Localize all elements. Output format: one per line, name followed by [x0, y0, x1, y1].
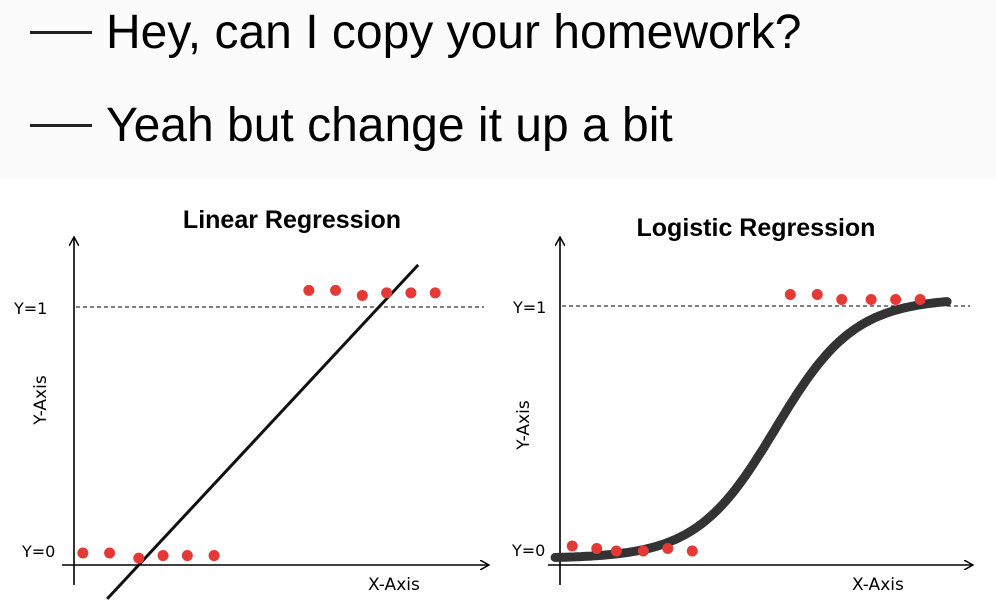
- regression-line: [106, 263, 420, 600]
- data-point: [356, 289, 368, 301]
- chart-title: Logistic Regression: [637, 214, 876, 242]
- data-point: [330, 284, 342, 296]
- tick-label-y1: Y=1: [512, 298, 546, 317]
- logistic-chart: Logistic Regression Y=1 Y=0 X-Axis Y-Axi…: [511, 214, 972, 595]
- chart-title: Linear Regression: [183, 206, 401, 234]
- data-point: [208, 550, 220, 562]
- data-point: [836, 294, 848, 306]
- data-point: [133, 552, 145, 564]
- data-point: [784, 289, 796, 301]
- data-point: [429, 287, 441, 299]
- data-point: [662, 543, 674, 555]
- data-point: [637, 545, 649, 557]
- y-axis-label: Y-Axis: [514, 400, 534, 451]
- data-point: [914, 294, 926, 306]
- data-point: [811, 289, 823, 301]
- sigmoid-curve: [550, 297, 952, 562]
- data-point: [566, 540, 578, 552]
- x-axis-label: X-Axis: [852, 575, 904, 595]
- linear-chart: Linear Regression Y=1 Y=0 X-Axis Y-Axis: [13, 206, 488, 600]
- data-point: [591, 543, 603, 555]
- x-axis-label: X-Axis: [368, 575, 420, 595]
- data-point: [865, 294, 877, 306]
- y-axis-label: Y-Axis: [31, 375, 51, 426]
- data-point: [157, 550, 169, 562]
- tick-label-y0: Y=0: [21, 542, 55, 561]
- data-point: [686, 545, 698, 557]
- data-point: [104, 547, 116, 559]
- data-point: [303, 284, 315, 296]
- data-point: [181, 550, 193, 562]
- data-point: [381, 287, 393, 299]
- tick-label-y1: Y=1: [13, 299, 47, 318]
- caption-text-2: Yeah but change it up a bit: [106, 99, 673, 152]
- meme-caption: Hey, can I copy your homework? Yeah but …: [0, 0, 996, 180]
- caption-text-1: Hey, can I copy your homework?: [106, 6, 802, 59]
- em-dash: [30, 124, 92, 127]
- caption-line-1: Hey, can I copy your homework?: [30, 5, 801, 60]
- em-dash: [30, 31, 92, 34]
- data-point: [405, 287, 417, 299]
- tick-label-y0: Y=0: [511, 541, 545, 560]
- data-point: [77, 547, 89, 559]
- caption-line-2: Yeah but change it up a bit: [30, 98, 673, 153]
- data-point: [890, 294, 902, 306]
- data-point: [610, 545, 622, 557]
